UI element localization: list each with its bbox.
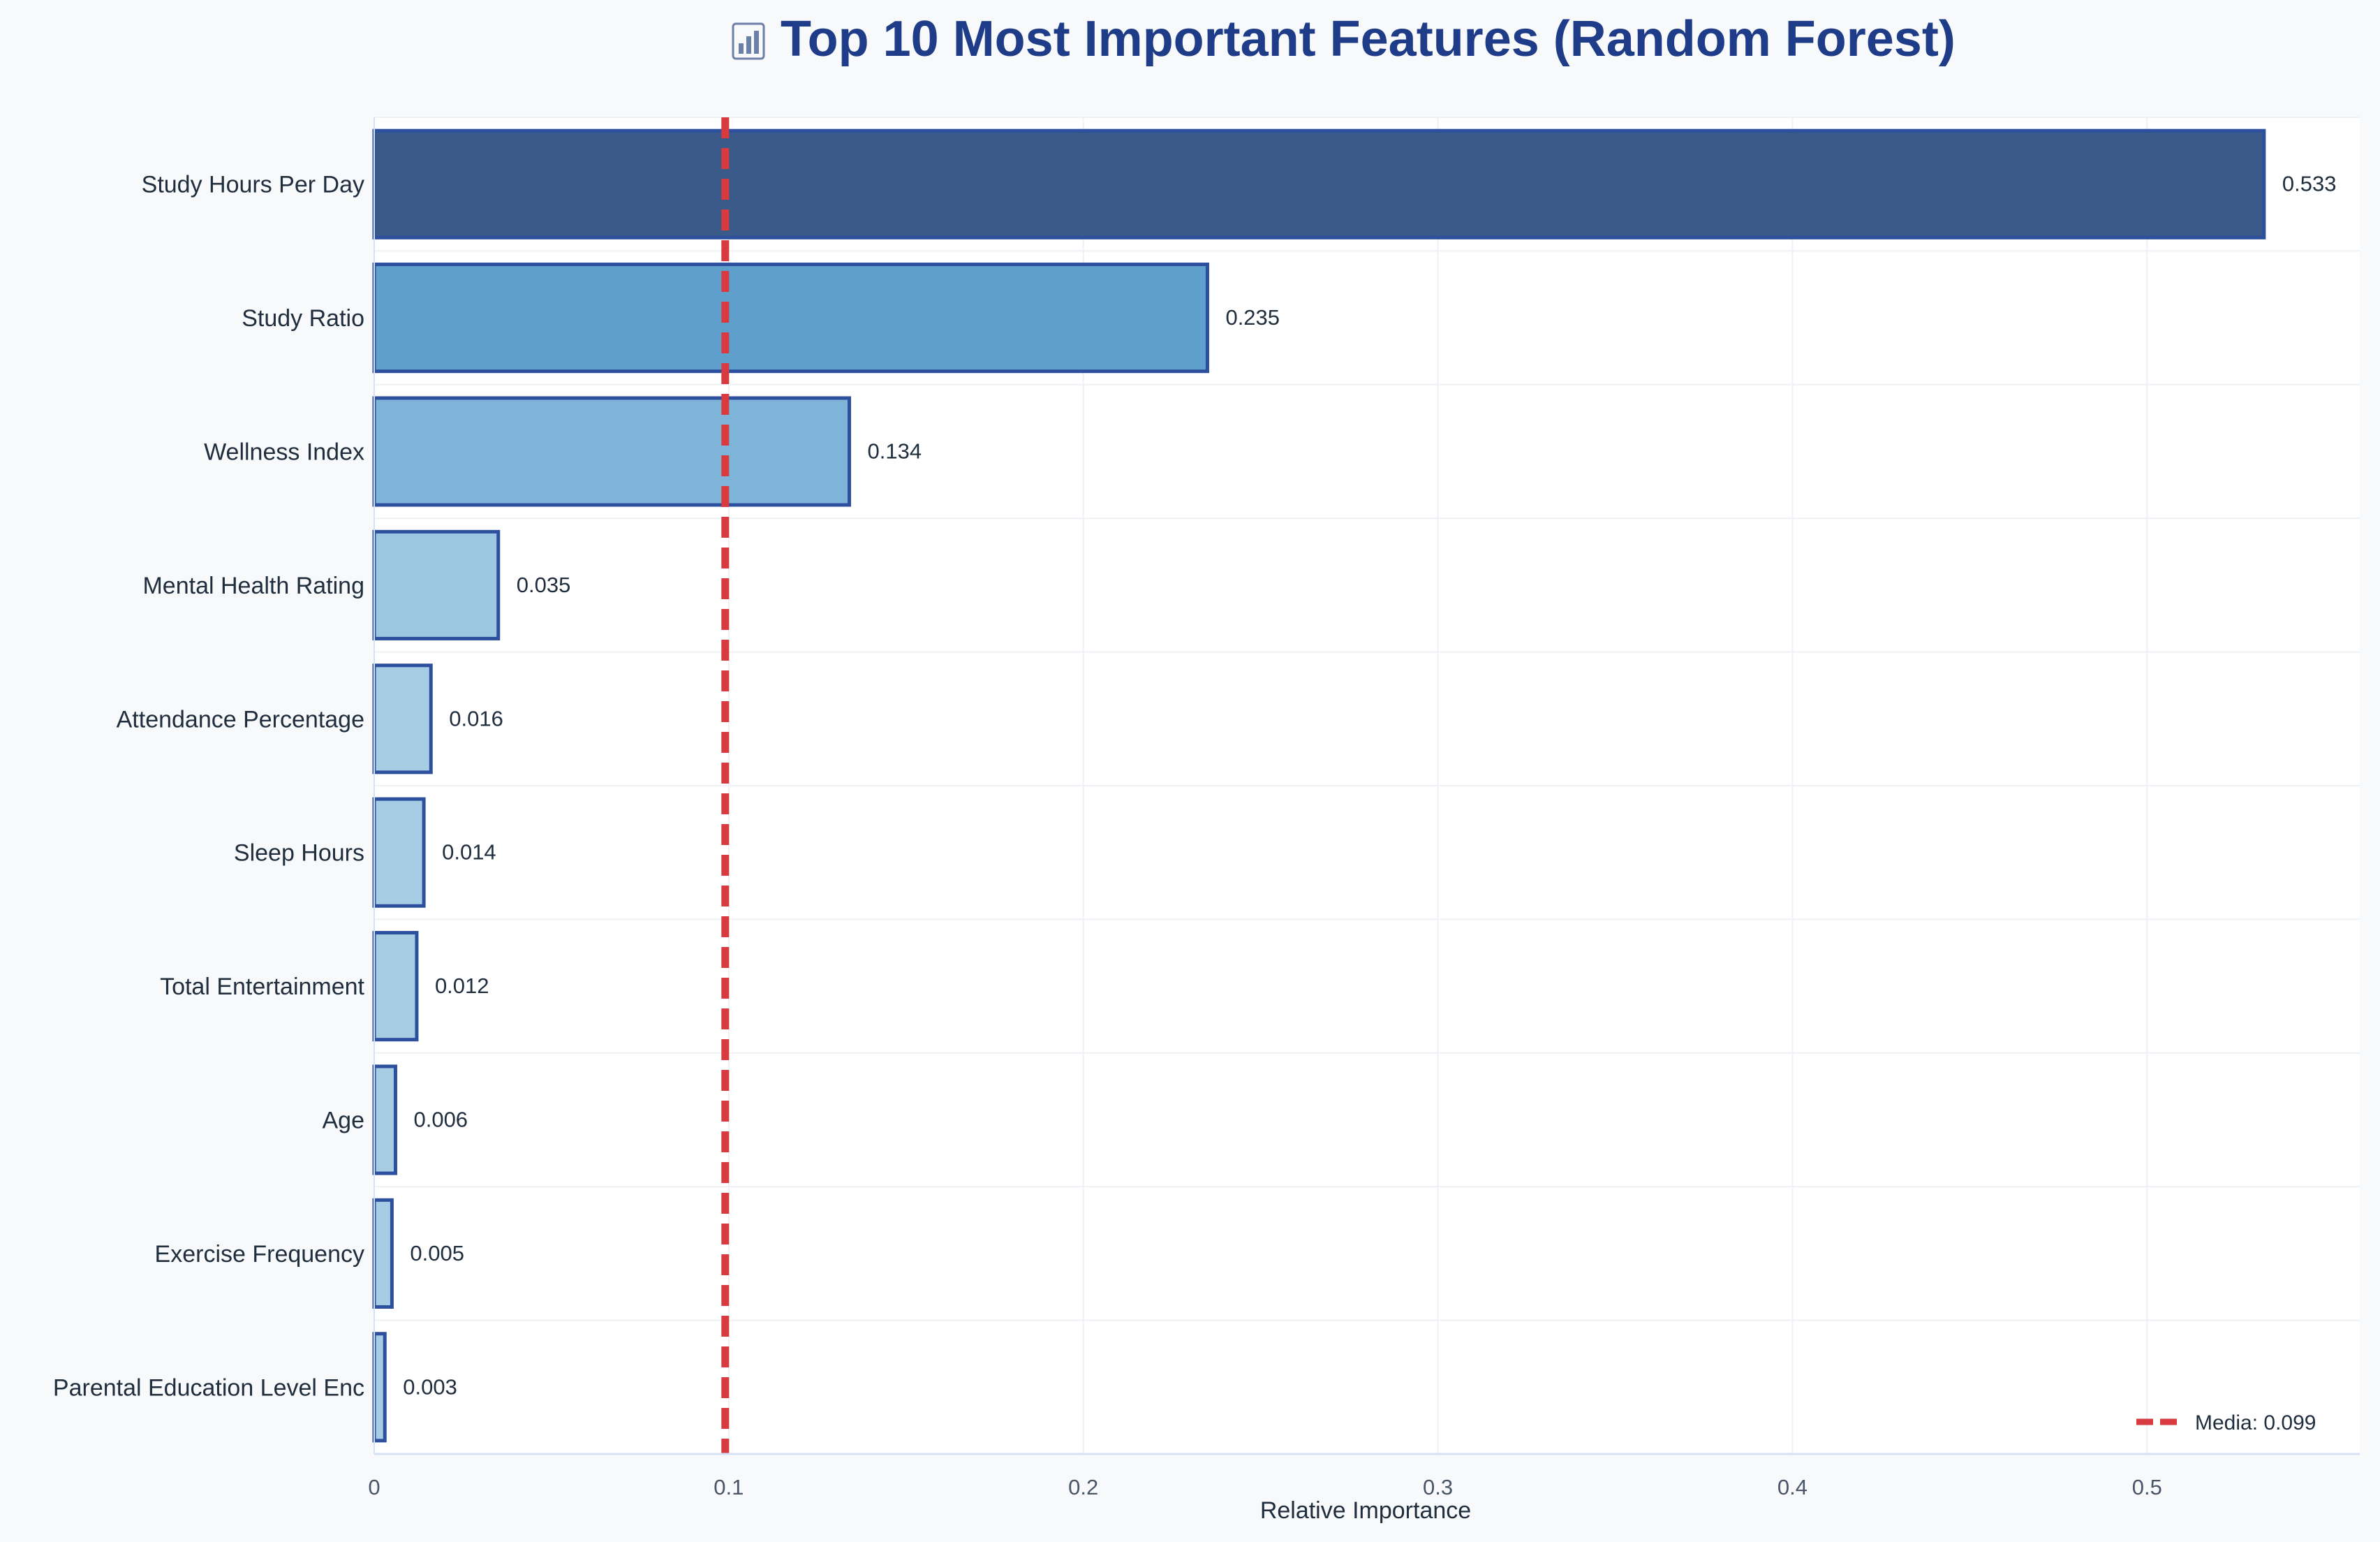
value-label: 0.134: [868, 439, 922, 464]
value-labels: 0.533 0.235 0.134 0.035 0.016 0.014 0.012 0.006…: [403, 172, 2336, 1400]
category-labels: Study Hours Per Day Study Ratio Wellness I…: [53, 172, 365, 1402]
category-label: Study Hours Per Day: [142, 172, 364, 198]
bars: [372, 128, 2266, 1443]
bar: [372, 797, 426, 908]
bar: [372, 1064, 397, 1175]
value-label: 0.014: [442, 840, 496, 865]
value-label: 0.533: [2282, 172, 2337, 196]
value-label: 0.003: [403, 1374, 457, 1399]
bar: [372, 1198, 394, 1309]
value-label: 0.012: [435, 974, 489, 998]
value-label: 0.005: [410, 1241, 464, 1265]
category-label: Parental Education Level Enc: [53, 1374, 364, 1401]
chart-title: Top 10 Most Important Features (Random F…: [732, 11, 1956, 67]
x-tick-label: 0: [368, 1475, 380, 1499]
category-label: Wellness Index: [204, 439, 364, 466]
x-axis-title: Relative Importance: [1260, 1497, 1471, 1524]
value-label: 0.235: [1225, 305, 1280, 330]
value-label: 0.006: [413, 1108, 468, 1132]
bar: [372, 396, 852, 507]
bar: [372, 663, 433, 774]
x-tick-label: 0.3: [1423, 1475, 1453, 1499]
category-label: Sleep Hours: [234, 840, 364, 867]
legend-label-mean: Media: 0.099: [2195, 1411, 2316, 1434]
category-label: Study Ratio: [242, 305, 364, 332]
chart-title-text: Top 10 Most Important Features (Random F…: [781, 11, 1956, 67]
chart-emoji-icon: [732, 22, 765, 60]
legend: Media: 0.099: [2136, 1411, 2316, 1434]
bar: [372, 263, 1209, 374]
bar: [372, 931, 419, 1042]
value-label: 0.016: [449, 706, 503, 730]
bar: [372, 1332, 387, 1443]
value-label: 0.035: [517, 573, 571, 597]
x-tick-label: 0.2: [1068, 1475, 1098, 1499]
x-tick-label: 0.1: [714, 1475, 744, 1499]
category-label: Exercise Frequency: [155, 1241, 364, 1268]
category-label: Mental Health Rating: [142, 573, 364, 599]
bar: [372, 128, 2266, 240]
category-label: Attendance Percentage: [117, 706, 364, 733]
x-axis: 0 0.1 0.2 0.3 0.4 0.5: [368, 117, 2360, 1499]
x-tick-label: 0.5: [2132, 1475, 2162, 1499]
category-label: Age: [323, 1108, 365, 1134]
category-label: Total Entertainment: [160, 974, 364, 1000]
x-tick-label: 0.4: [1777, 1475, 1808, 1499]
bar: [372, 529, 501, 640]
